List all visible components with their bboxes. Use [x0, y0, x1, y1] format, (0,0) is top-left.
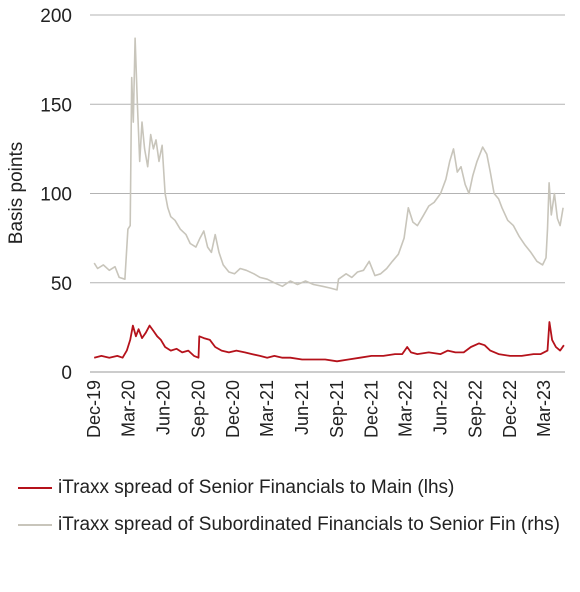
legend: iTraxx spread of Senior Financials to Ma…	[18, 476, 568, 550]
series-line-senior	[93, 321, 565, 363]
x-tick-label: Jun-20	[154, 380, 174, 435]
x-tick-label: Mar-22	[396, 380, 416, 437]
x-tick-label: Dec-21	[362, 380, 382, 438]
x-tick-label: Sep-21	[327, 380, 347, 438]
series-line-subordinated	[93, 37, 564, 291]
legend-swatch-senior	[18, 487, 52, 489]
y-tick-label: 0	[61, 363, 72, 384]
legend-item-subordinated: iTraxx spread of Subordinated Financials…	[18, 513, 568, 536]
x-tick-label: Sep-22	[466, 380, 486, 438]
x-tick-label: Mar-20	[119, 380, 139, 437]
x-tick-label: Jun-22	[431, 380, 451, 435]
legend-item-senior: iTraxx spread of Senior Financials to Ma…	[18, 476, 568, 499]
legend-label-subordinated: iTraxx spread of Subordinated Financials…	[58, 514, 560, 535]
x-tick-label: Dec-19	[84, 380, 104, 438]
x-tick-label: Jun-21	[292, 380, 312, 435]
legend-swatch-subordinated	[18, 524, 52, 526]
x-tick-label: Sep-20	[189, 380, 209, 438]
series-layer	[93, 37, 565, 363]
x-tick-label: Dec-22	[500, 380, 520, 438]
y-tick-label: 50	[51, 274, 72, 295]
gridlines	[90, 14, 565, 284]
x-axis-ticks: Dec-19 Mar-20 Jun-20 Sep-20 Dec-20 Mar-21 Jun-…	[84, 380, 554, 438]
x-tick-label: Mar-23	[534, 380, 554, 437]
y-axis-ticks: 0 50 100 150 200	[40, 6, 72, 384]
y-axis-label: Basis points	[6, 142, 27, 244]
y-tick-label: 100	[40, 185, 72, 206]
x-tick-label: Dec-20	[223, 380, 243, 438]
y-tick-label: 200	[40, 6, 72, 27]
x-tick-label: Mar-21	[257, 380, 277, 437]
line-chart: 0 50 100 150 200 Basis points Dec-19 Mar-20 Ju…	[6, 6, 565, 438]
legend-label-senior: iTraxx spread of Senior Financials to Ma…	[58, 477, 455, 498]
y-tick-label: 150	[40, 95, 72, 116]
